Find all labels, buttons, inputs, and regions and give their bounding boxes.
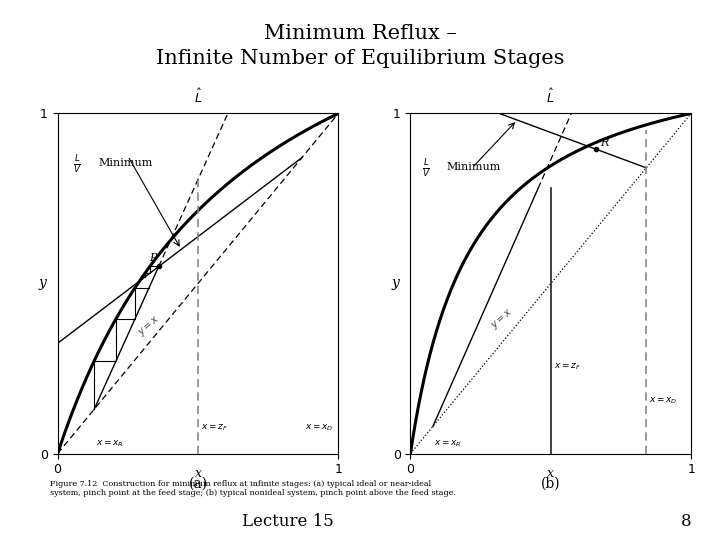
Text: 8: 8 — [680, 514, 691, 530]
Text: $\frac{L}{V}$: $\frac{L}{V}$ — [73, 153, 81, 175]
Text: $\frac{L}{V}$: $\frac{L}{V}$ — [422, 157, 430, 179]
Text: $y=x$: $y=x$ — [489, 306, 516, 332]
Text: (a): (a) — [189, 477, 207, 491]
Text: $x=x_R$: $x=x_R$ — [434, 438, 462, 449]
Text: $x=x_D$: $x=x_D$ — [305, 423, 333, 433]
Text: $x=z_F$: $x=z_F$ — [201, 423, 228, 433]
Text: $x=x_R$: $x=x_R$ — [96, 438, 123, 449]
Text: $y=x$: $y=x$ — [136, 312, 163, 339]
Text: Lecture 15: Lecture 15 — [242, 514, 334, 530]
Text: $x=z_F$: $x=z_F$ — [554, 362, 581, 372]
Text: R: R — [600, 138, 608, 148]
Text: x: x — [194, 468, 202, 481]
Text: Minimum Reflux –
Infinite Number of Equilibrium Stages: Minimum Reflux – Infinite Number of Equi… — [156, 24, 564, 68]
Text: x: x — [547, 468, 554, 481]
Text: Minimum: Minimum — [447, 161, 501, 172]
Text: (b): (b) — [541, 477, 561, 491]
Text: $\hat{L}$: $\hat{L}$ — [194, 88, 202, 106]
Text: $x=x_D$: $x=x_D$ — [649, 396, 678, 406]
Text: $\hat{L}$: $\hat{L}$ — [546, 88, 555, 106]
Text: y: y — [391, 276, 399, 291]
Text: Minimum: Minimum — [99, 158, 153, 168]
Text: P: P — [149, 253, 156, 264]
Text: Figure 7.12  Construction for minimum reflux at infinite stages: (a) typical ide: Figure 7.12 Construction for minimum ref… — [50, 480, 456, 497]
Text: y: y — [38, 276, 46, 291]
